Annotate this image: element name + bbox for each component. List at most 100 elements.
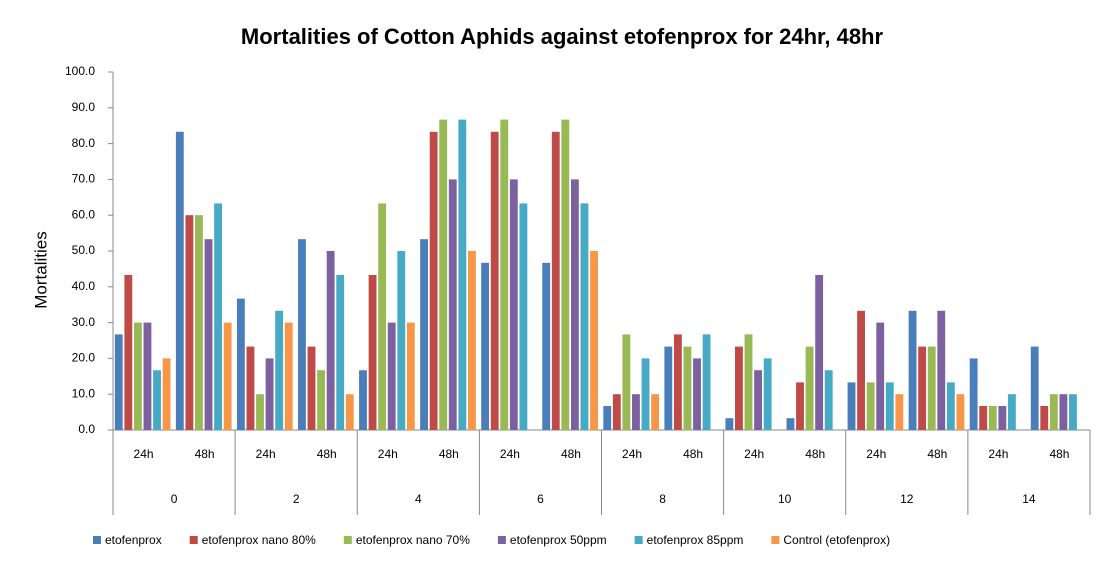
- bar: [866, 382, 875, 430]
- legend-label: etofenprox nano 70%: [356, 533, 470, 547]
- bar: [632, 394, 640, 430]
- bar: [570, 179, 579, 430]
- bar: [336, 274, 345, 430]
- bar: [998, 406, 1007, 430]
- bar: [815, 274, 824, 430]
- legend-label: Control (etofenprox): [783, 533, 890, 547]
- bar: [397, 251, 406, 430]
- group-label: 2: [293, 492, 300, 506]
- bar: [275, 310, 284, 430]
- bar: [133, 322, 142, 430]
- y-tick-label: 20.0: [72, 351, 96, 365]
- bar: [387, 322, 396, 430]
- bar: [185, 215, 194, 430]
- bar: [735, 346, 743, 430]
- bar: [895, 394, 904, 430]
- legend-swatch: [343, 536, 352, 544]
- x-tick-label: 48h: [439, 447, 459, 461]
- x-tick-label: 48h: [927, 447, 947, 461]
- group-label: 4: [415, 492, 422, 506]
- bar: [195, 215, 203, 430]
- bar: [612, 394, 621, 430]
- group-label: 0: [171, 492, 178, 506]
- y-tick-label: 60.0: [72, 207, 96, 221]
- y-tick-label: 90.0: [72, 100, 96, 114]
- y-tick-label: 40.0: [72, 279, 96, 293]
- bar: [359, 370, 367, 430]
- bar: [162, 358, 171, 430]
- bar: [500, 119, 509, 430]
- x-tick-label: 48h: [317, 447, 337, 461]
- bar: [847, 382, 856, 430]
- bar: [448, 179, 457, 430]
- bar: [651, 394, 660, 430]
- bar: [143, 322, 152, 430]
- bar: [368, 274, 377, 430]
- bar: [908, 310, 917, 430]
- bar: [458, 119, 467, 430]
- bar: [590, 251, 598, 430]
- x-tick-label: 24h: [744, 447, 764, 461]
- bar: [763, 358, 772, 430]
- bar: [927, 346, 936, 430]
- bar: [307, 346, 316, 430]
- bar: [580, 203, 589, 430]
- bar: [298, 239, 306, 430]
- bar: [622, 334, 631, 430]
- bar: [1007, 394, 1016, 430]
- legend-swatch: [634, 536, 643, 544]
- bar: [204, 239, 213, 430]
- bar: [702, 334, 711, 430]
- legend-label: etofenprox: [105, 533, 162, 547]
- y-tick-label: 100.0: [65, 64, 95, 78]
- bar: [519, 203, 528, 430]
- bar: [988, 406, 997, 430]
- bar: [805, 346, 814, 430]
- x-tick-label: 24h: [500, 447, 520, 461]
- group-label: 14: [1022, 492, 1036, 506]
- bar: [420, 239, 428, 430]
- legend-swatch: [93, 536, 101, 544]
- bar: [969, 358, 978, 430]
- legend-swatch: [771, 536, 780, 544]
- bar: [796, 382, 804, 430]
- bar: [214, 203, 223, 430]
- bar: [551, 131, 560, 430]
- bar: [481, 262, 490, 430]
- bar: [265, 358, 274, 430]
- bar: [683, 346, 692, 430]
- bar: [490, 131, 499, 430]
- bar: [124, 274, 133, 430]
- bar: [326, 251, 335, 430]
- bar: [1069, 394, 1077, 430]
- bar: [876, 322, 885, 430]
- bar: [725, 418, 734, 430]
- x-tick-label: 24h: [256, 447, 276, 461]
- bar: [824, 370, 833, 430]
- y-tick-label: 0.0: [78, 422, 95, 436]
- group-label: 12: [900, 492, 914, 506]
- bar: [937, 310, 946, 430]
- y-tick-label: 80.0: [72, 136, 96, 150]
- bar: [1049, 394, 1058, 430]
- bar: [561, 119, 570, 430]
- y-axis-title: Mortalities: [31, 231, 50, 308]
- group-label: 10: [778, 492, 792, 506]
- bar: [664, 346, 673, 430]
- x-tick-label: 24h: [378, 447, 398, 461]
- bar: [114, 334, 123, 430]
- x-tick-label: 48h: [683, 447, 703, 461]
- legend-label: etofenprox nano 80%: [202, 533, 316, 547]
- chart-title: Mortalities of Cotton Aphids against eto…: [241, 24, 884, 49]
- group-label: 8: [659, 492, 666, 506]
- bar: [345, 394, 354, 430]
- bar: [641, 358, 650, 430]
- bar: [979, 406, 988, 430]
- legend-label: etofenprox 50ppm: [510, 533, 607, 547]
- bar: [754, 370, 763, 430]
- x-tick-label: 24h: [988, 447, 1008, 461]
- legend-label: etofenprox 85ppm: [647, 533, 744, 547]
- bar: [467, 251, 476, 430]
